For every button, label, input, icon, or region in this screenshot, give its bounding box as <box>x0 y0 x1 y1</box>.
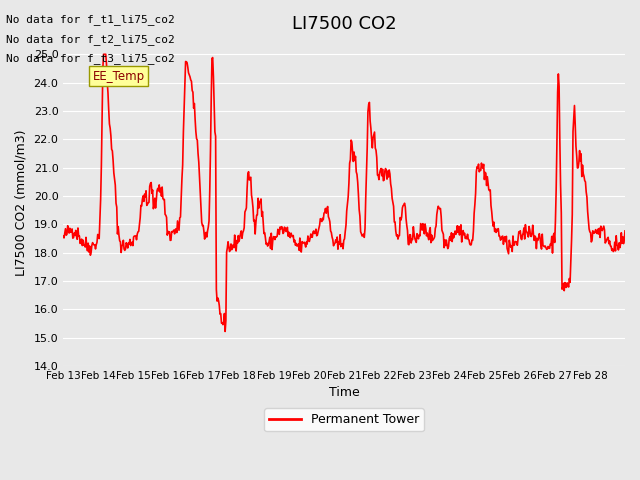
Text: EE_Temp: EE_Temp <box>93 70 145 83</box>
Text: No data for f_t3_li75_co2: No data for f_t3_li75_co2 <box>6 53 175 64</box>
Y-axis label: LI7500 CO2 (mmol/m3): LI7500 CO2 (mmol/m3) <box>15 130 28 276</box>
X-axis label: Time: Time <box>329 386 360 399</box>
Title: LI7500 CO2: LI7500 CO2 <box>292 15 396 33</box>
Legend: Permanent Tower: Permanent Tower <box>264 408 424 432</box>
Text: No data for f_t2_li75_co2: No data for f_t2_li75_co2 <box>6 34 175 45</box>
Text: No data for f_t1_li75_co2: No data for f_t1_li75_co2 <box>6 14 175 25</box>
